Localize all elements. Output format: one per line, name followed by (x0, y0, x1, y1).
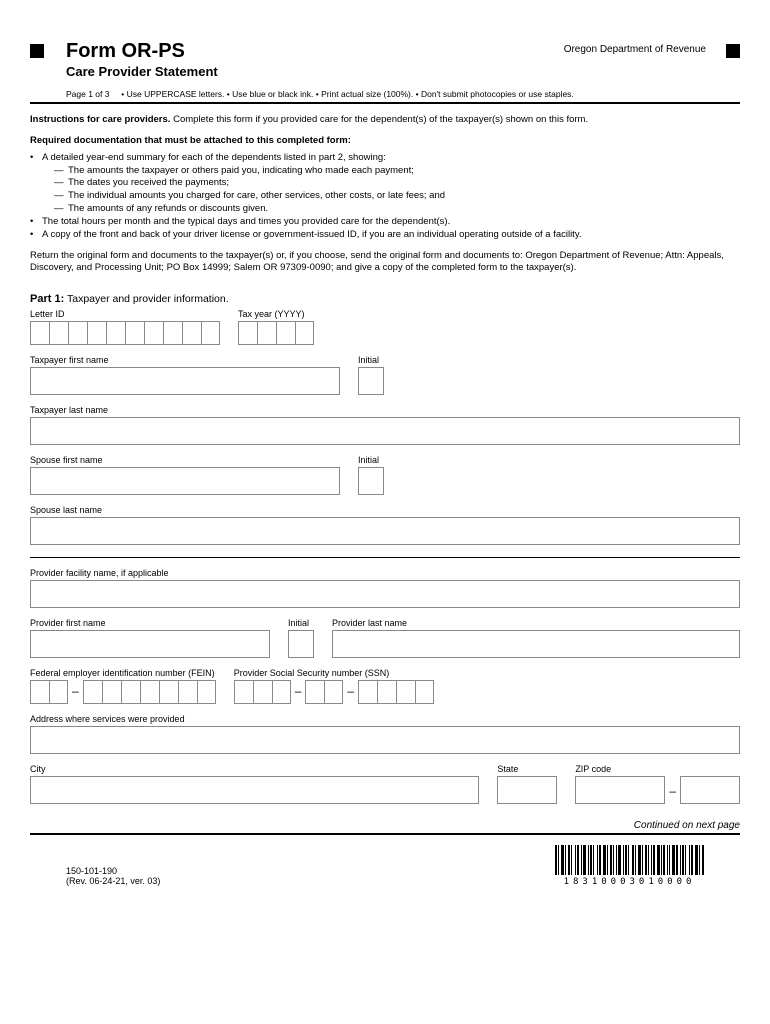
zip-input[interactable]: – (575, 776, 740, 804)
list-item: A copy of the front and back of your dri… (30, 229, 740, 242)
part1-title: Part 1: Taxpayer and provider informatio… (30, 293, 740, 305)
intro-bold: Instructions for care providers. (30, 114, 170, 125)
initial-label: Initial (358, 455, 384, 465)
alignment-marker-right (726, 44, 740, 58)
form-subtitle: Care Provider Statement (66, 64, 542, 79)
taxpayer-last-label: Taxpayer last name (30, 405, 740, 415)
sub-list-item: The amounts the taxpayer or others paid … (54, 165, 740, 178)
provider-first-input[interactable] (30, 630, 270, 658)
spouse-last-input[interactable] (30, 517, 740, 545)
initial-label: Initial (288, 618, 314, 628)
provider-last-input[interactable] (332, 630, 740, 658)
taxpayer-initial-group: Initial (358, 355, 384, 395)
sub-list-item: The amounts of any refunds or discounts … (54, 203, 740, 216)
state-label: State (497, 764, 557, 774)
form-revision: (Rev. 06-24-21, ver. 03) (66, 876, 160, 887)
tax-year-group: Tax year (YYYY) (238, 309, 314, 345)
spouse-initial-group: Initial (358, 455, 384, 495)
fein-group: Federal employer identification number (… (30, 668, 216, 704)
form-footer: 150-101-190 (Rev. 06-24-21, ver. 03) 183… (30, 845, 740, 887)
city-label: City (30, 764, 479, 774)
letter-id-group: Letter ID (30, 309, 220, 345)
taxpayer-last-input[interactable] (30, 417, 740, 445)
spouse-first-input[interactable] (30, 467, 340, 495)
provider-initial-input[interactable] (288, 630, 314, 658)
barcode-icon (555, 845, 704, 875)
taxpayer-initial-input[interactable] (358, 367, 384, 395)
barcode-text: 18310003010000 (555, 877, 704, 887)
form-number: 150-101-190 (66, 866, 160, 877)
spouse-last-label: Spouse last name (30, 505, 740, 515)
letter-id-label: Letter ID (30, 309, 220, 319)
required-doc-title: Required documentation that must be atta… (30, 135, 740, 146)
section-divider (30, 557, 740, 558)
initial-label: Initial (358, 355, 384, 365)
spouse-first-group: Spouse first name (30, 455, 340, 495)
doc-list: A detailed year-end summary for each of … (30, 152, 740, 242)
return-instructions: Return the original form and documents t… (30, 250, 740, 276)
alignment-marker-left (30, 44, 44, 58)
list-item: The total hours per month and the typica… (30, 216, 740, 229)
facility-input[interactable] (30, 580, 740, 608)
page-indicator: Page 1 of 3 (66, 89, 109, 99)
ssn-group: Provider Social Security number (SSN) – … (234, 668, 434, 704)
zip-group: ZIP code – (575, 764, 740, 804)
address-label: Address where services were provided (30, 714, 740, 724)
meta-instructions: Page 1 of 3 Use UPPERCASE letters. Use b… (30, 85, 740, 102)
letter-id-input[interactable] (30, 321, 220, 345)
tip: Use blue or black ink. (227, 89, 314, 99)
provider-last-group: Provider last name (332, 618, 740, 658)
form-header: Form OR-PS Care Provider Statement Orego… (30, 40, 740, 79)
city-group: City (30, 764, 479, 804)
tip: Print actual size (100%). (316, 89, 413, 99)
provider-initial-group: Initial (288, 618, 314, 658)
spouse-initial-input[interactable] (358, 467, 384, 495)
zip-label: ZIP code (575, 764, 740, 774)
instructions-intro: Instructions for care providers. Complet… (30, 114, 740, 127)
continued-text: Continued on next page (30, 820, 740, 831)
state-input[interactable] (497, 776, 557, 804)
list-item: A detailed year-end summary for each of … (30, 152, 740, 216)
address-input[interactable] (30, 726, 740, 754)
sub-list-item: The dates you received the payments; (54, 177, 740, 190)
provider-first-group: Provider first name (30, 618, 270, 658)
form-title: Form OR-PS (66, 40, 542, 62)
fein-input[interactable]: – (30, 680, 216, 704)
header-rule (30, 102, 740, 104)
ssn-input[interactable]: – – (234, 680, 434, 704)
sub-list-item: The individual amounts you charged for c… (54, 190, 740, 203)
intro-rest: Complete this form if you provided care … (170, 114, 588, 125)
tax-year-input[interactable] (238, 321, 314, 345)
facility-group: Provider facility name, if applicable (30, 568, 740, 608)
address-group: Address where services were provided (30, 714, 740, 754)
fein-label: Federal employer identification number (… (30, 668, 216, 678)
taxpayer-first-group: Taxpayer first name (30, 355, 340, 395)
tip: Don't submit photocopies or use staples. (416, 89, 574, 99)
part1-bold: Part 1: (30, 293, 64, 305)
tax-year-label: Tax year (YYYY) (238, 309, 314, 319)
footer-rule (30, 833, 740, 835)
taxpayer-first-label: Taxpayer first name (30, 355, 340, 365)
facility-label: Provider facility name, if applicable (30, 568, 740, 578)
provider-last-label: Provider last name (332, 618, 740, 628)
ssn-label: Provider Social Security number (SSN) (234, 668, 434, 678)
city-input[interactable] (30, 776, 479, 804)
provider-first-label: Provider first name (30, 618, 270, 628)
tip: Use UPPERCASE letters. (121, 89, 224, 99)
taxpayer-first-input[interactable] (30, 367, 340, 395)
part1-rest: Taxpayer and provider information. (64, 293, 228, 305)
taxpayer-last-group: Taxpayer last name (30, 405, 740, 445)
spouse-first-label: Spouse first name (30, 455, 340, 465)
state-group: State (497, 764, 557, 804)
department-name: Oregon Department of Revenue (564, 44, 706, 55)
spouse-last-group: Spouse last name (30, 505, 740, 545)
